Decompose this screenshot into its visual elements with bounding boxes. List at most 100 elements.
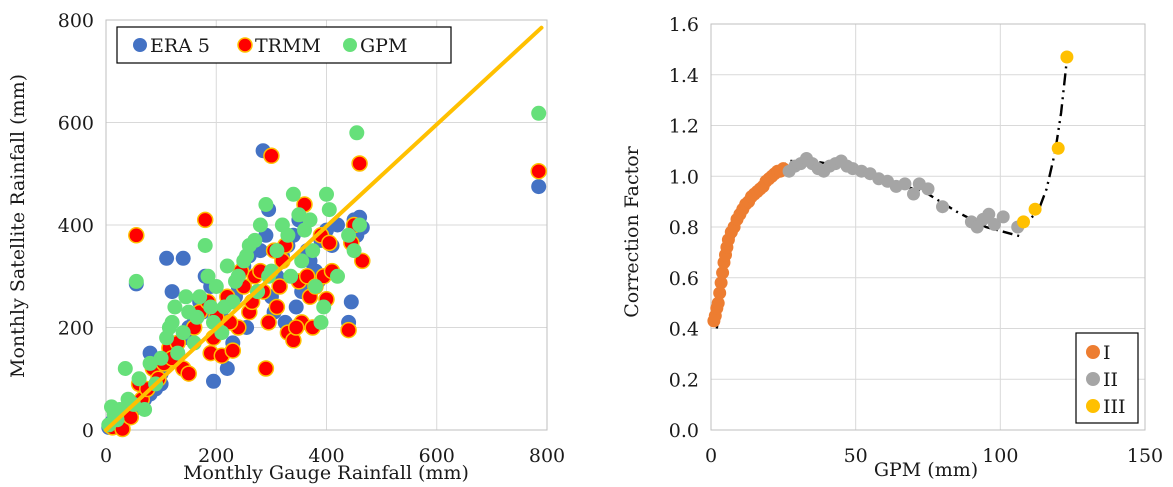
data-point [907,187,920,201]
data-point [1060,50,1074,64]
left-y-tick-label: 200 [58,318,94,340]
data-point [305,243,321,259]
data-point [217,299,232,315]
right-x-axis-label: GPM (mm) [874,459,978,481]
legend-marker-trmm [237,37,253,53]
data-point [197,238,213,253]
data-point [117,361,133,376]
data-point [1028,202,1042,216]
left-scatter-chart: 0 200 400 600 800 0 200 400 600 800 Monthly Gaug… [7,10,565,484]
data-point [170,345,186,361]
right-y-tick-label: 1.0 [669,166,699,188]
data-point [247,232,263,248]
data-point [228,273,243,289]
right-series-ii [782,152,1025,234]
data-point [982,207,996,221]
data-point [341,227,357,243]
right-y-tick-label: 0.4 [669,319,699,341]
legend-marker-iii [1086,399,1100,413]
data-point [175,250,191,266]
right-scatter-chart: 0 50 100 150 0.0 0.2 0.4 0.6 0.8 1.0 1.2 1.4 1.6 GP… [621,14,1163,481]
data-point [1017,215,1030,229]
data-point [308,279,323,294]
data-point [153,350,169,366]
data-point [196,211,214,229]
data-point [285,186,301,202]
data-point [988,218,1001,231]
data-point [219,258,235,274]
data-point [192,289,208,305]
data-point [531,105,547,121]
right-y-tick-label: 0.0 [669,420,699,442]
data-point [321,234,338,252]
left-legend-box [116,26,452,64]
right-x-tick-label: 100 [982,445,1018,467]
right-y-tick-label: 0.2 [669,369,699,391]
data-point [180,365,197,382]
right-y-axis-label: Correction Factor [621,145,643,317]
data-point [159,250,175,266]
right-y-tick-label: 0.6 [669,268,699,290]
data-point [340,321,357,339]
legend-label: III [1103,396,1126,418]
data-point [283,268,299,284]
data-point [271,278,288,295]
data-point [263,147,280,165]
trendline-iii [1017,59,1069,229]
data-point [258,197,274,212]
data-point [343,294,359,310]
left-y-tick-label: 800 [58,10,94,32]
data-point [352,217,368,233]
data-point [349,125,365,141]
data-point [239,248,255,264]
data-point [319,186,334,202]
left-x-tick-label: 200 [198,445,234,467]
right-y-tick-label: 1.6 [669,14,699,36]
legend-label: II [1103,369,1118,391]
data-point [330,268,345,284]
left-y-tick-label: 0 [82,420,94,442]
data-point [208,279,224,294]
data-point [288,299,304,315]
data-point [224,342,242,359]
data-point [257,360,275,377]
data-point [206,373,221,389]
data-point [714,276,728,290]
data-point [321,202,337,218]
data-point [1051,141,1065,155]
data-point [269,243,285,259]
data-point [178,289,194,305]
data-point [936,200,949,214]
data-point [175,325,191,341]
data-point [252,217,268,233]
data-point [316,299,332,315]
right-y-tick-label: 1.4 [669,65,699,87]
right-x-tick-label: 150 [1127,445,1163,467]
data-point [287,319,305,336]
data-point [351,155,368,172]
left-reference-line [104,25,544,432]
right-x-tick-label: 50 [844,445,868,467]
legend-marker-ii [1086,372,1100,386]
data-point [302,212,318,228]
data-point [189,309,205,325]
data-point [268,298,286,316]
left-x-tick-label: 800 [529,445,565,467]
left-y-axis-label: Monthly Satellite Rainfall (mm) [7,74,29,378]
data-point [294,253,310,269]
data-point [280,227,296,243]
right-series-iii [1017,50,1074,229]
left-y-tick-label: 600 [58,113,94,135]
left-x-tick-label: 600 [419,445,455,467]
data-point [996,210,1010,224]
data-point [531,179,547,195]
data-point [164,314,180,330]
left-y-tick-label: 400 [58,215,94,237]
data-point [203,299,219,315]
legend-label: I [1103,342,1111,364]
left-x-tick-label: 0 [100,445,112,467]
data-point [530,162,547,180]
data-point [711,296,725,310]
